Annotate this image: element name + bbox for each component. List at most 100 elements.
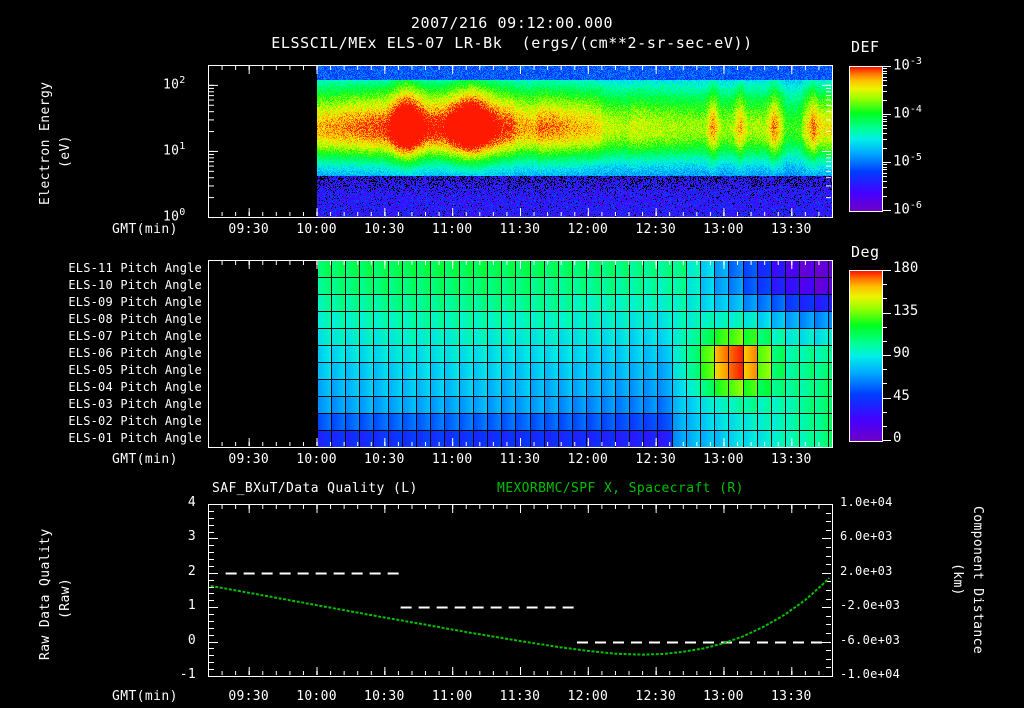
quality-x-tick-3: 11:00 <box>431 689 473 704</box>
deg-colorbar-minor-tick <box>882 412 887 413</box>
quality-right-tick-3: -2.0e+03 <box>840 598 901 613</box>
def-colorbar-tickmark-3 <box>882 210 891 211</box>
deg-colorbar-minor-tick <box>882 313 887 314</box>
def-colorbar-minor-tick <box>882 125 887 126</box>
spectrogram-y-tick-1: 101 <box>163 140 186 159</box>
quality-x-tick-0: 09:30 <box>228 689 269 704</box>
def-colorbar-tick-2: 10-5 <box>893 152 922 170</box>
def-colorbar-minor-tick <box>882 169 887 170</box>
pitch-angle-row-label-2: ELS-09 Pitch Angle <box>68 294 202 309</box>
def-colorbar-title: DEF <box>851 38 880 56</box>
quality-gmt-label: GMT(min) <box>112 689 178 704</box>
quality-x-tick-7: 13:00 <box>703 689 744 704</box>
def-colorbar-minor-tick <box>882 148 887 149</box>
pitch-angle-row-label-9: ELS-02 Pitch Angle <box>68 413 202 428</box>
quality-x-tick-8: 13:30 <box>770 689 812 704</box>
spectrogram-x-tick-4: 11:30 <box>499 222 541 237</box>
quality-left-tick-0: 4 <box>187 495 196 510</box>
spectrogram-y-tick-0: 102 <box>163 74 186 93</box>
def-colorbar-minor-tick <box>882 116 887 117</box>
def-colorbar-minor-tick <box>882 80 887 81</box>
def-colorbar-minor-tick <box>882 77 887 78</box>
pitch-angle-row-label-3: ELS-08 Pitch Angle <box>68 311 202 326</box>
deg-colorbar-minor-tick <box>882 284 887 285</box>
def-colorbar-minor-tick <box>882 119 887 120</box>
def-colorbar-minor-tick <box>882 100 887 101</box>
quality-y-axis-label-line1: Raw Data Quality <box>38 528 53 660</box>
spectrogram-x-tick-2: 10:30 <box>364 222 405 237</box>
deg-colorbar-minor-tick <box>882 270 887 271</box>
spectrogram-x-tick-1: 10:00 <box>296 222 337 237</box>
def-colorbar-minor-tick <box>882 128 887 129</box>
def-colorbar-minor-tick <box>882 196 887 197</box>
deg-colorbar-tick-0: 180 <box>893 260 919 276</box>
def-colorbar-tick-1: 10-4 <box>893 104 922 122</box>
deg-colorbar-minor-tick <box>882 398 887 399</box>
pitch-angle-row-label-8: ELS-03 Pitch Angle <box>68 396 202 411</box>
quality-subtitle-left: SAF_BXuT/Data Quality (L) <box>212 481 418 496</box>
pitch-angle-x-tick-2: 10:30 <box>364 452 405 467</box>
spectrogram-y-axis-label-line1: Electron Energy <box>38 81 53 205</box>
quality-right-tick-4: -6.0e+03 <box>840 632 901 647</box>
def-colorbar-tick-0: 10-3 <box>893 56 922 74</box>
def-colorbar-tickmark-2 <box>882 162 891 163</box>
quality-right-tick-2: 2.0e+03 <box>840 563 893 578</box>
deg-colorbar-minor-tick <box>882 327 887 328</box>
pitch-angle-row-label-7: ELS-04 Pitch Angle <box>68 379 202 394</box>
quality-left-tick-3: 1 <box>187 598 196 614</box>
pitch-angle-row-label-6: ELS-05 Pitch Angle <box>68 362 202 377</box>
quality-left-tick-5: -1 <box>179 667 196 682</box>
spectrogram-axis-frame <box>200 57 840 225</box>
def-colorbar-minor-tick <box>882 167 887 168</box>
def-colorbar <box>849 66 883 212</box>
spectrogram-gmt-label: GMT(min) <box>112 222 178 237</box>
def-colorbar-minor-tick <box>882 71 887 72</box>
pitch-angle-row-label-4: ELS-07 Pitch Angle <box>68 328 202 343</box>
spectrogram-x-tick-7: 13:00 <box>703 222 744 237</box>
quality-right-tick-5: -1.0e+04 <box>840 667 901 681</box>
deg-colorbar <box>849 270 883 442</box>
spectrogram-x-tick-5: 12:00 <box>567 222 609 237</box>
deg-colorbar-tick-3: 45 <box>893 387 910 404</box>
pitch-angle-row-label-0: ELS-11 Pitch Angle <box>68 260 202 275</box>
pitch-angle-x-tick-1: 10:00 <box>296 452 337 467</box>
pitch-angle-axis-frame <box>200 252 840 455</box>
def-colorbar-tickmark-0 <box>882 66 891 67</box>
quality-x-tick-5: 12:00 <box>567 689 609 704</box>
pitch-angle-row-label-5: ELS-06 Pitch Angle <box>68 345 202 360</box>
pitch-angle-row-label-1: ELS-10 Pitch Angle <box>68 277 202 292</box>
quality-left-tick-1: 3 <box>187 529 196 545</box>
deg-colorbar-minor-tick <box>882 355 887 356</box>
data-quality-plot <box>200 496 840 684</box>
def-colorbar-minor-tick <box>882 181 887 182</box>
deg-colorbar-title: Deg <box>851 243 880 261</box>
quality-left-tick-4: 0 <box>187 632 196 648</box>
quality-left-tick-2: 2 <box>187 563 196 579</box>
def-colorbar-minor-tick <box>882 133 887 134</box>
quality-right-tick-1: 6.0e+03 <box>840 529 893 544</box>
deg-colorbar-minor-tick <box>882 298 887 299</box>
def-colorbar-minor-tick <box>882 139 887 140</box>
deg-colorbar-minor-tick <box>882 341 887 342</box>
pitch-angle-x-tick-8: 13:30 <box>770 452 812 467</box>
pitch-angle-x-tick-5: 12:00 <box>567 452 609 467</box>
quality-right-tick-0: 1.0e+04 <box>840 495 893 509</box>
spectrogram-x-tick-8: 13:30 <box>770 222 812 237</box>
def-colorbar-minor-tick <box>882 173 887 174</box>
def-colorbar-tick-3: 10-6 <box>893 200 922 218</box>
def-colorbar-minor-tick <box>882 85 887 86</box>
deg-colorbar-tick-4: 0 <box>893 430 902 446</box>
deg-colorbar-minor-tick <box>882 440 887 441</box>
def-colorbar-tickmark-1 <box>882 114 891 115</box>
def-colorbar-minor-tick <box>882 176 887 177</box>
deg-colorbar-tick-1: 135 <box>893 302 919 319</box>
def-colorbar-minor-tick <box>882 68 887 69</box>
pitch-angle-row-label-10: ELS-01 Pitch Angle <box>68 430 202 445</box>
def-colorbar-minor-tick <box>882 121 887 122</box>
page-title-instrument: ELSSCIL/MEx ELS-07 LR-Bk (ergs/(cm**2-sr… <box>271 34 753 52</box>
spectrogram-x-tick-6: 12:30 <box>635 222 676 237</box>
deg-colorbar-minor-tick <box>882 369 887 370</box>
distance-y-axis-label-line2: (km) <box>950 563 965 596</box>
quality-x-tick-6: 12:30 <box>635 689 676 704</box>
spectrogram-x-tick-0: 09:30 <box>228 222 269 237</box>
